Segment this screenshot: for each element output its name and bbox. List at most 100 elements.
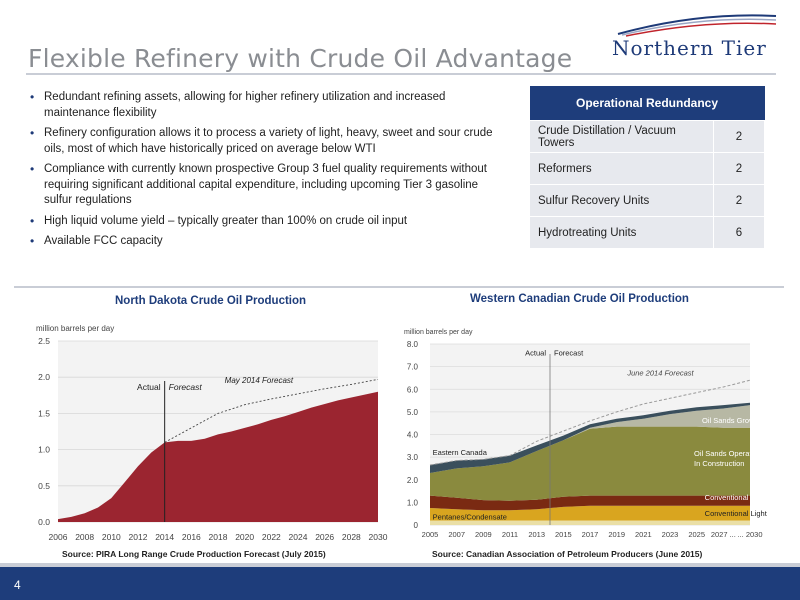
y-tick-label: 1.0 <box>407 498 419 507</box>
series-area-2 <box>430 495 750 511</box>
y-axis-label: million barrels per day <box>404 329 473 336</box>
x-tick-label: 2026 <box>315 532 334 542</box>
wc-chart-title: Western Canadian Crude Oil Production <box>470 293 689 305</box>
table-header: Operational Redundancy <box>529 86 765 121</box>
bullet-item: High liquid volume yield – typically gre… <box>30 214 500 230</box>
wc-chart-source: Source: Canadian Association of Petroleu… <box>432 549 703 559</box>
production-area <box>58 391 378 522</box>
row-label: Sulfur Recovery Units <box>529 184 714 217</box>
bullet-item: Redundant refining assets, allowing for … <box>30 90 500 121</box>
may-2014-forecast-line <box>164 378 379 443</box>
page-title: Flexible Refinery with Crude Oil Advanta… <box>28 44 573 73</box>
logo-swoosh-icon <box>617 14 777 37</box>
x-tick-label: 2027 ... <box>711 530 736 539</box>
pentanes-condensate-label: Pentanes/Condensate <box>433 512 507 521</box>
x-tick-label: ... 2030 <box>737 530 762 539</box>
logo-text: Northern Tier <box>612 36 767 60</box>
x-tick-label: 2020 <box>235 532 254 542</box>
table-row: Crude Distillation / Vacuum Towers 2 <box>529 120 765 153</box>
x-tick-label: 2013 <box>528 530 545 539</box>
may-forecast-label: May 2014 Forecast <box>225 376 294 385</box>
bullet-item: Compliance with currently known prospect… <box>30 162 500 209</box>
x-tick-label: 2006 <box>49 532 68 542</box>
page-number: 4 <box>14 578 21 592</box>
eastern-canada-label: Eastern Canada <box>433 448 488 457</box>
y-tick-label: 0 <box>414 521 419 530</box>
x-tick-label: 2023 <box>662 530 679 539</box>
footer-bar <box>0 567 800 600</box>
x-tick-label: 2024 <box>289 532 308 542</box>
row-label: Crude Distillation / Vacuum Towers <box>529 120 714 153</box>
nd-chart-source: Source: PIRA Long Range Crude Production… <box>62 549 326 559</box>
series-area-3 <box>430 426 750 501</box>
actual-label: Actual <box>137 382 161 392</box>
x-tick-label: 2015 <box>555 530 572 539</box>
x-tick-label: 2014 <box>155 532 174 542</box>
oil-sands-growth-label: Oil Sands Growth <box>702 416 761 425</box>
nd-chart-title: North Dakota Crude Oil Production <box>115 295 307 307</box>
bullet-item: Available FCC capacity <box>30 234 500 250</box>
x-tick-label: 2010 <box>102 532 121 542</box>
y-tick-label: 7.0 <box>407 363 419 372</box>
title-divider <box>26 73 776 75</box>
bullet-list: Redundant refining assets, allowing for … <box>30 90 500 255</box>
x-tick-label: 2017 <box>582 530 599 539</box>
conventional-heavy-label: Conventional Heavy <box>705 493 772 502</box>
x-tick-label: 2007 <box>448 530 465 539</box>
y-tick-label: 1.5 <box>38 408 50 418</box>
row-value: 2 <box>713 184 765 217</box>
series-area-4 <box>430 405 750 473</box>
x-tick-label: 2021 <box>635 530 652 539</box>
x-tick-label: 2025 <box>688 530 705 539</box>
actual-label: Actual <box>525 348 546 357</box>
series-area-0 <box>430 520 750 525</box>
table-row: Reformers 2 <box>529 152 765 185</box>
x-tick-label: 2016 <box>182 532 201 542</box>
northern-tier-logo <box>608 8 778 66</box>
operational-redundancy-table: Operational Redundancy Crude Distillatio… <box>529 86 765 249</box>
bullet-item: Refinery configuration allows it to proc… <box>30 126 500 157</box>
x-tick-label: 2019 <box>608 530 625 539</box>
y-tick-label: 0.0 <box>38 517 50 527</box>
table-row: Sulfur Recovery Units 2 <box>529 184 765 217</box>
oil-sands-operating-line: In Construction <box>694 459 744 468</box>
oil-sands-operating-label: Oil Sands Operating & In Construction <box>694 449 771 468</box>
x-tick-label: 2008 <box>75 532 94 542</box>
row-value: 2 <box>713 120 765 153</box>
x-tick-label: 2005 <box>422 530 439 539</box>
y-tick-label: 3.0 <box>407 453 419 462</box>
x-tick-label: 2018 <box>209 532 228 542</box>
footer-stripe <box>0 563 800 567</box>
y-tick-label: 6.0 <box>407 385 419 394</box>
conventional-light-label: Conventional Light <box>705 509 768 518</box>
forecast-label: Forecast <box>169 382 203 392</box>
y-tick-label: 8.0 <box>407 340 419 349</box>
x-tick-label: 2012 <box>129 532 148 542</box>
x-tick-label: 2022 <box>262 532 281 542</box>
y-tick-label: 0.5 <box>38 481 50 491</box>
series-area-1 <box>430 505 750 521</box>
row-label: Reformers <box>529 152 714 185</box>
oil-sands-operating-line: Oil Sands Operating & <box>694 449 771 458</box>
y-tick-label: 2.5 <box>38 336 50 346</box>
row-label: Hydrotreating Units <box>529 216 714 249</box>
x-tick-label: 2030 <box>369 532 388 542</box>
y-tick-label: 4.0 <box>407 431 419 440</box>
nd-production-chart: million barrels per day 0.0 0.5 1.0 1.5 2.0 2.… <box>36 324 388 542</box>
section-divider <box>14 286 784 288</box>
forecast-label: Forecast <box>554 348 584 357</box>
june-forecast-label: June 2014 Forecast <box>626 369 694 378</box>
wc-production-chart: million barrels per day 0 1.0 2.0 3.0 4.0 5.0 6… <box>404 329 772 539</box>
y-tick-label: 2.0 <box>38 372 50 382</box>
y-tick-label: 2.0 <box>407 476 419 485</box>
y-axis-label: million barrels per day <box>36 324 114 333</box>
table-row: Hydrotreating Units 6 <box>529 216 765 249</box>
y-tick-label: 1.0 <box>38 445 50 455</box>
x-tick-label: 2028 <box>342 532 361 542</box>
x-tick-label: 2009 <box>475 530 492 539</box>
june-2014-forecast-line <box>429 379 751 466</box>
series-area-5 <box>430 402 750 473</box>
y-tick-label: 5.0 <box>407 408 419 417</box>
row-value: 6 <box>713 216 765 249</box>
x-tick-label: 2011 <box>502 530 518 539</box>
